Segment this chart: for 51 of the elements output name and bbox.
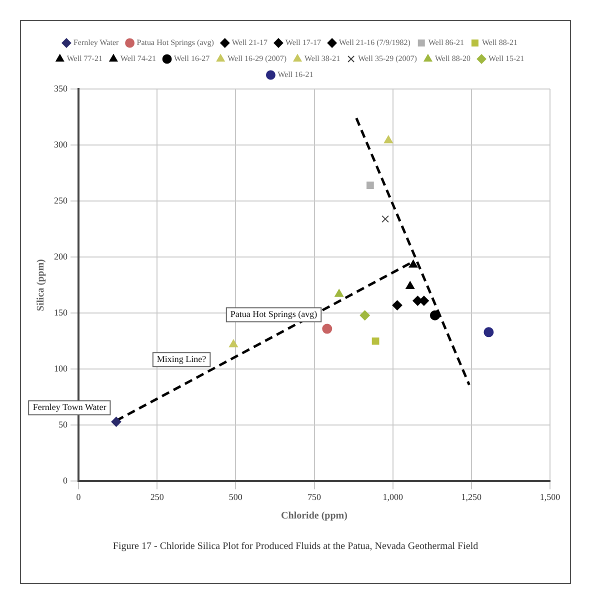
point [334, 289, 344, 297]
caption: Figure 17 - Chloride Silica Plot for Produced Fluids at the Patua, Nevada Geothermal Field [112, 541, 480, 552]
annotation: Mixing Line? [156, 354, 206, 364]
point [366, 182, 374, 190]
legend-label: Fernley Water [73, 38, 119, 48]
legend-label: Well 88-20 [434, 54, 471, 64]
annotation: Patua Hot Springs (avg) [230, 309, 318, 320]
point [484, 327, 494, 338]
x-tick-label: 750 [308, 492, 322, 502]
legend-label: Well 16-29 (2007) [228, 54, 287, 64]
legend-label: Well 15-21 [488, 54, 524, 64]
legend-label: Well 16-21 [278, 70, 314, 80]
x-tick-label: 500 [228, 492, 243, 502]
legend-label: Well 77-21 [66, 54, 102, 64]
point [384, 136, 393, 144]
x-tick-label: 1,500 [540, 492, 561, 502]
y-tick-label: 0 [63, 476, 68, 486]
y-tick-label: 50 [58, 420, 68, 430]
y-tick-label: 250 [54, 195, 68, 206]
y-tick-label: 350 [54, 83, 68, 94]
legend-label: Well 74-21 [120, 54, 156, 64]
legend-label: Well 16-27 [174, 54, 210, 64]
x-tick-label: 1,250 [461, 492, 482, 502]
x-axis-title: Chloride (ppm) [281, 510, 348, 522]
y-tick-label: 150 [54, 307, 68, 318]
point [382, 215, 389, 223]
legend-label: Well 35-29 (2007) [358, 54, 418, 64]
x-tick-label: 250 [150, 492, 164, 502]
legend-label: Well 38-21 [304, 54, 340, 64]
point [360, 310, 370, 320]
point [408, 260, 418, 268]
point [406, 281, 415, 289]
legend-label: Patua Hot Springs (avg) [136, 38, 214, 48]
x-tick-label: 1,000 [382, 492, 404, 502]
y-axis-title: Silica (ppm) [36, 259, 47, 312]
x-tick-label: 0 [76, 492, 82, 502]
point [430, 310, 440, 320]
legend-label: Well 21-17 [232, 38, 268, 48]
legend-label: Well 21-16 (7/9/1982) [339, 38, 411, 48]
point [229, 339, 238, 348]
y-tick-label: 300 [54, 139, 68, 150]
legend-label: Well 88-21 [482, 38, 518, 48]
legend-label: Well 17-17 [285, 38, 322, 48]
annotation: Fernley Town Water [32, 402, 106, 412]
y-tick-label: 200 [54, 251, 68, 262]
y-tick-label: 100 [54, 364, 68, 374]
point [372, 337, 380, 345]
point [392, 300, 402, 310]
legend-label: Well 86-21 [428, 38, 464, 48]
point [322, 324, 332, 334]
point [111, 416, 122, 427]
